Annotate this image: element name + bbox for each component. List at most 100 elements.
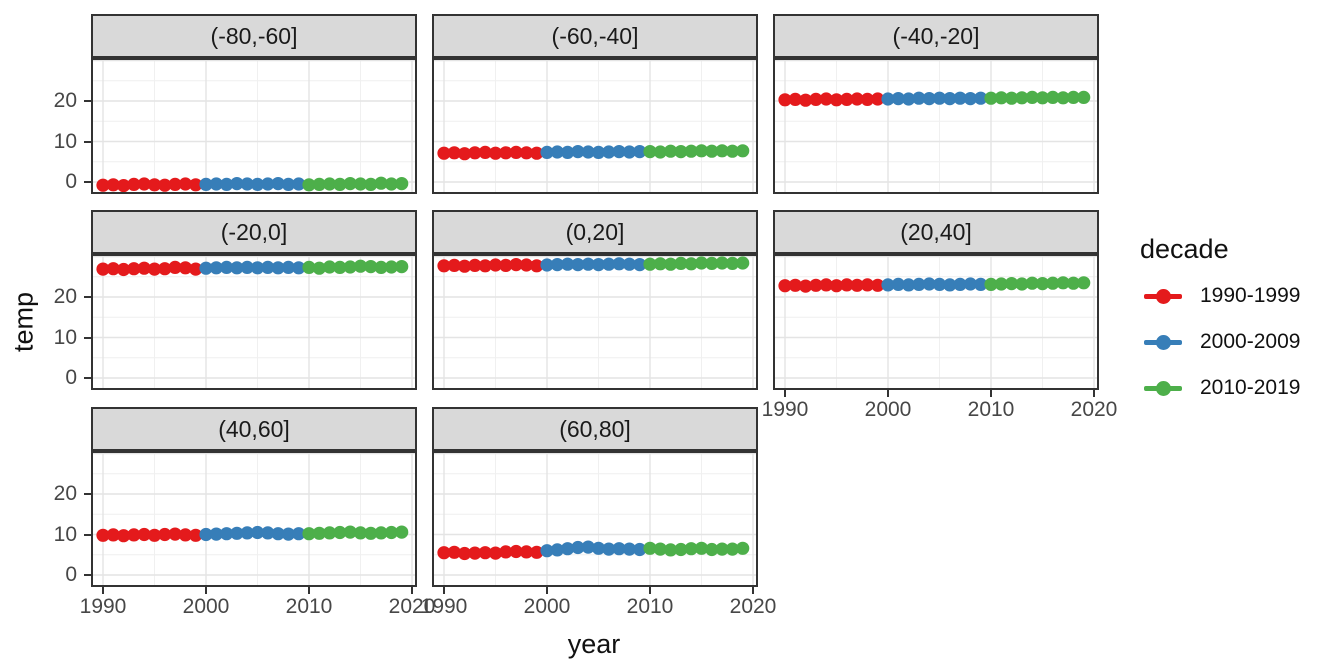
data-point	[1046, 276, 1060, 290]
data-point	[127, 177, 141, 191]
data-point	[684, 257, 698, 271]
y-tick-label: 20	[53, 285, 77, 308]
data-point	[530, 259, 544, 273]
data-point	[633, 258, 647, 272]
data-point	[571, 258, 585, 272]
point-swatch-icon	[1156, 381, 1171, 396]
data-point	[364, 260, 378, 274]
data-point	[178, 177, 192, 191]
data-point	[664, 257, 678, 271]
x-axis-title: year	[567, 629, 621, 659]
y-tick-mark	[84, 533, 91, 536]
data-point	[261, 526, 275, 540]
data-point	[715, 542, 729, 556]
y-tick-label: 20	[53, 89, 77, 112]
data-point	[664, 543, 678, 557]
data-point	[550, 145, 564, 159]
data-point	[1035, 277, 1050, 291]
data-point	[137, 527, 151, 542]
facet-canvas	[773, 254, 1099, 390]
data-point	[1005, 91, 1019, 105]
data-point	[96, 262, 110, 276]
data-point	[530, 146, 544, 160]
facet-panel	[91, 254, 417, 390]
data-point	[602, 542, 616, 556]
data-point	[395, 260, 409, 274]
data-point	[581, 540, 595, 554]
data-point	[622, 542, 636, 556]
y-tick-label: 10	[53, 325, 77, 349]
data-point	[622, 257, 636, 271]
panel-border	[432, 254, 758, 390]
data-point	[1066, 276, 1080, 290]
data-point	[384, 260, 398, 274]
point-swatch-icon	[1156, 289, 1171, 304]
data-point	[209, 261, 223, 275]
data-point	[374, 176, 388, 190]
data-point	[829, 279, 844, 293]
legend-key	[1144, 328, 1182, 356]
data-point	[519, 545, 533, 559]
data-point	[353, 259, 368, 273]
data-point	[117, 179, 131, 193]
data-point	[612, 145, 626, 159]
data-point	[974, 277, 988, 291]
data-point	[819, 278, 833, 292]
data-point	[1015, 277, 1029, 291]
facet-canvas	[91, 58, 417, 194]
data-point	[809, 92, 823, 106]
data-point	[540, 145, 554, 159]
data-point	[178, 261, 192, 275]
facet-canvas	[432, 58, 758, 194]
data-point	[591, 541, 606, 555]
y-tick-mark	[84, 140, 91, 143]
data-point	[974, 91, 988, 105]
data-point	[488, 258, 503, 272]
data-point	[106, 528, 120, 542]
data-point	[943, 92, 957, 106]
data-point	[561, 145, 575, 159]
data-point	[488, 146, 503, 160]
data-point	[1025, 276, 1039, 290]
facet-canvas	[91, 254, 417, 390]
data-point	[912, 277, 926, 291]
facet-panel	[432, 58, 758, 194]
data-point	[922, 92, 936, 106]
data-point	[468, 258, 482, 272]
data-point	[353, 177, 368, 191]
data-point	[106, 262, 120, 276]
data-point	[292, 261, 306, 275]
data-point	[602, 145, 616, 159]
data-point	[312, 177, 326, 191]
x-tick-label: 1990	[420, 595, 468, 618]
legend-entry-2000-2009: 2000-2009	[1144, 328, 1300, 356]
data-point	[840, 92, 854, 106]
data-point	[312, 526, 326, 540]
facet-canvas	[432, 451, 758, 587]
facet-strip: (40,60]	[91, 407, 417, 451]
data-point	[963, 277, 977, 291]
data-point	[778, 93, 792, 107]
data-point	[684, 542, 698, 556]
data-point	[788, 92, 802, 106]
data-point	[127, 528, 141, 542]
data-point	[932, 277, 947, 291]
y-tick-mark	[84, 336, 91, 339]
data-point	[199, 177, 213, 191]
data-point	[519, 146, 533, 160]
data-point	[458, 546, 472, 561]
facet-panel	[432, 254, 758, 390]
facet-canvas	[773, 58, 1099, 194]
legend-entry-1990-1999: 1990-1999	[1144, 282, 1300, 310]
data-point	[384, 525, 398, 540]
x-tick-mark	[990, 390, 992, 397]
data-point	[261, 260, 275, 274]
data-point	[540, 258, 554, 272]
data-point	[725, 256, 739, 270]
legend-entry-label: 1990-1999	[1200, 284, 1301, 307]
legend: decade 1990-1999 2000-2009 2010-2019	[1140, 234, 1340, 434]
data-point	[953, 91, 967, 105]
data-point	[333, 525, 347, 540]
data-point	[550, 258, 564, 272]
